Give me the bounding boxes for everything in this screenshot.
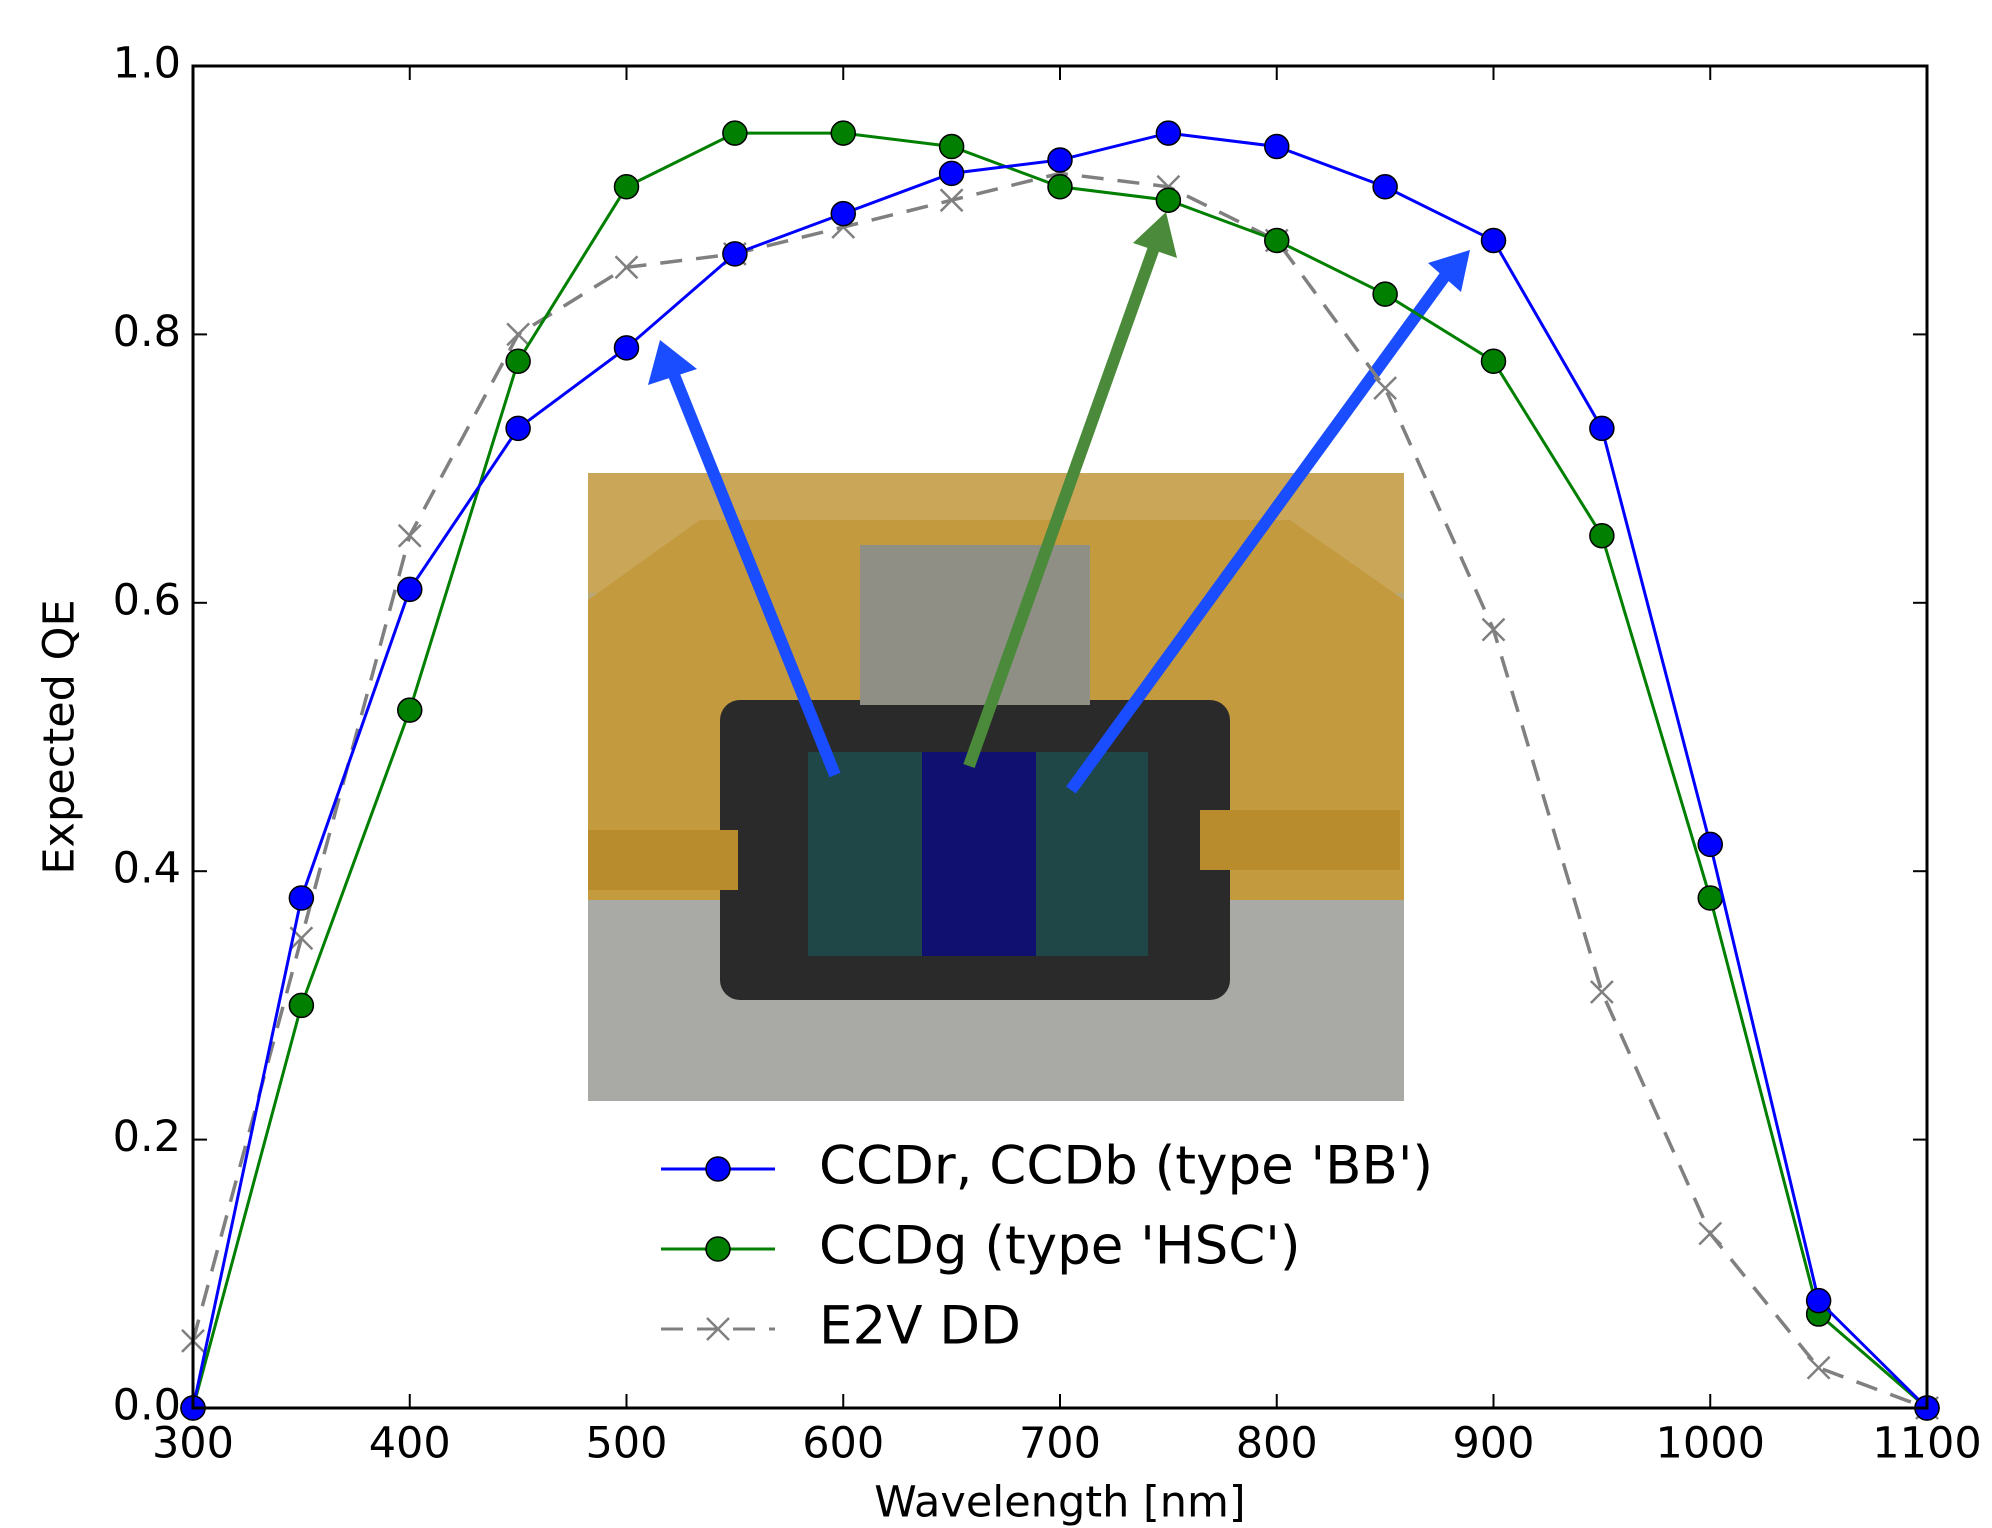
marker xyxy=(613,174,640,200)
marker xyxy=(397,697,423,723)
y-tick-label: 1.0 xyxy=(113,39,181,89)
marker xyxy=(613,335,640,361)
marker xyxy=(288,992,315,1019)
y-tick-label: 0.2 xyxy=(113,1112,181,1162)
marker xyxy=(1480,348,1507,374)
marker xyxy=(1264,227,1290,254)
marker xyxy=(1155,187,1182,213)
x-tick-label: 600 xyxy=(802,1419,884,1469)
marker xyxy=(938,160,965,187)
x-tick-label: 300 xyxy=(152,1419,234,1469)
marker xyxy=(288,885,315,911)
annotation-arrows xyxy=(648,212,1470,794)
marker xyxy=(1373,376,1398,400)
marker xyxy=(1480,227,1507,254)
x-axis-label: Wavelength [nm] xyxy=(874,1478,1245,1528)
series xyxy=(180,120,1940,1421)
marker xyxy=(1047,147,1073,173)
marker xyxy=(1697,831,1723,858)
legend-label: CCDr, CCDb (type 'BB') xyxy=(819,1136,1433,1197)
marker xyxy=(939,188,964,213)
x-tick-label: 800 xyxy=(1236,1419,1318,1469)
marker xyxy=(1589,522,1615,549)
marker xyxy=(397,576,423,603)
x-tick-label: 1100 xyxy=(1872,1419,1981,1469)
marker xyxy=(1372,174,1398,200)
marker xyxy=(938,133,965,160)
marker xyxy=(1155,120,1182,146)
marker xyxy=(506,322,531,347)
marker xyxy=(1481,617,1506,642)
x-tick-label: 1000 xyxy=(1656,1419,1765,1469)
y-tick-label: 0.6 xyxy=(113,575,181,625)
marker xyxy=(1372,281,1398,307)
marker xyxy=(1805,1287,1832,1314)
legend-marker xyxy=(705,1236,731,1262)
legend-label: E2V DD xyxy=(819,1296,1021,1357)
x-tick-label: 400 xyxy=(369,1419,451,1469)
marker xyxy=(614,255,639,280)
marker xyxy=(830,120,856,146)
photo xyxy=(588,473,1404,1101)
marker xyxy=(505,415,531,442)
legend-marker xyxy=(706,1317,730,1341)
marker xyxy=(722,120,748,146)
plot-frame xyxy=(191,64,1929,1410)
y-tick-label: 0.8 xyxy=(113,307,181,357)
x-tick-label: 900 xyxy=(1452,1419,1534,1469)
y-tick-label: 0.0 xyxy=(113,1381,181,1431)
marker xyxy=(1264,133,1290,160)
marker xyxy=(397,523,422,548)
marker xyxy=(1047,174,1073,200)
marker xyxy=(722,241,748,267)
marker xyxy=(1697,885,1723,911)
marker xyxy=(830,200,856,227)
legend-marker xyxy=(705,1156,731,1182)
marker xyxy=(1589,415,1615,442)
marker xyxy=(1806,1355,1831,1380)
legend-label: CCDg (type 'HSC') xyxy=(819,1216,1301,1277)
marker xyxy=(1698,1221,1723,1246)
y-tick-label: 0.4 xyxy=(113,844,181,894)
x-tick-label: 700 xyxy=(1019,1419,1101,1469)
x-tick-label: 500 xyxy=(585,1419,667,1469)
marker xyxy=(505,348,531,374)
marker xyxy=(1589,980,1614,1004)
y-axis-label: Expected QE xyxy=(35,599,85,874)
